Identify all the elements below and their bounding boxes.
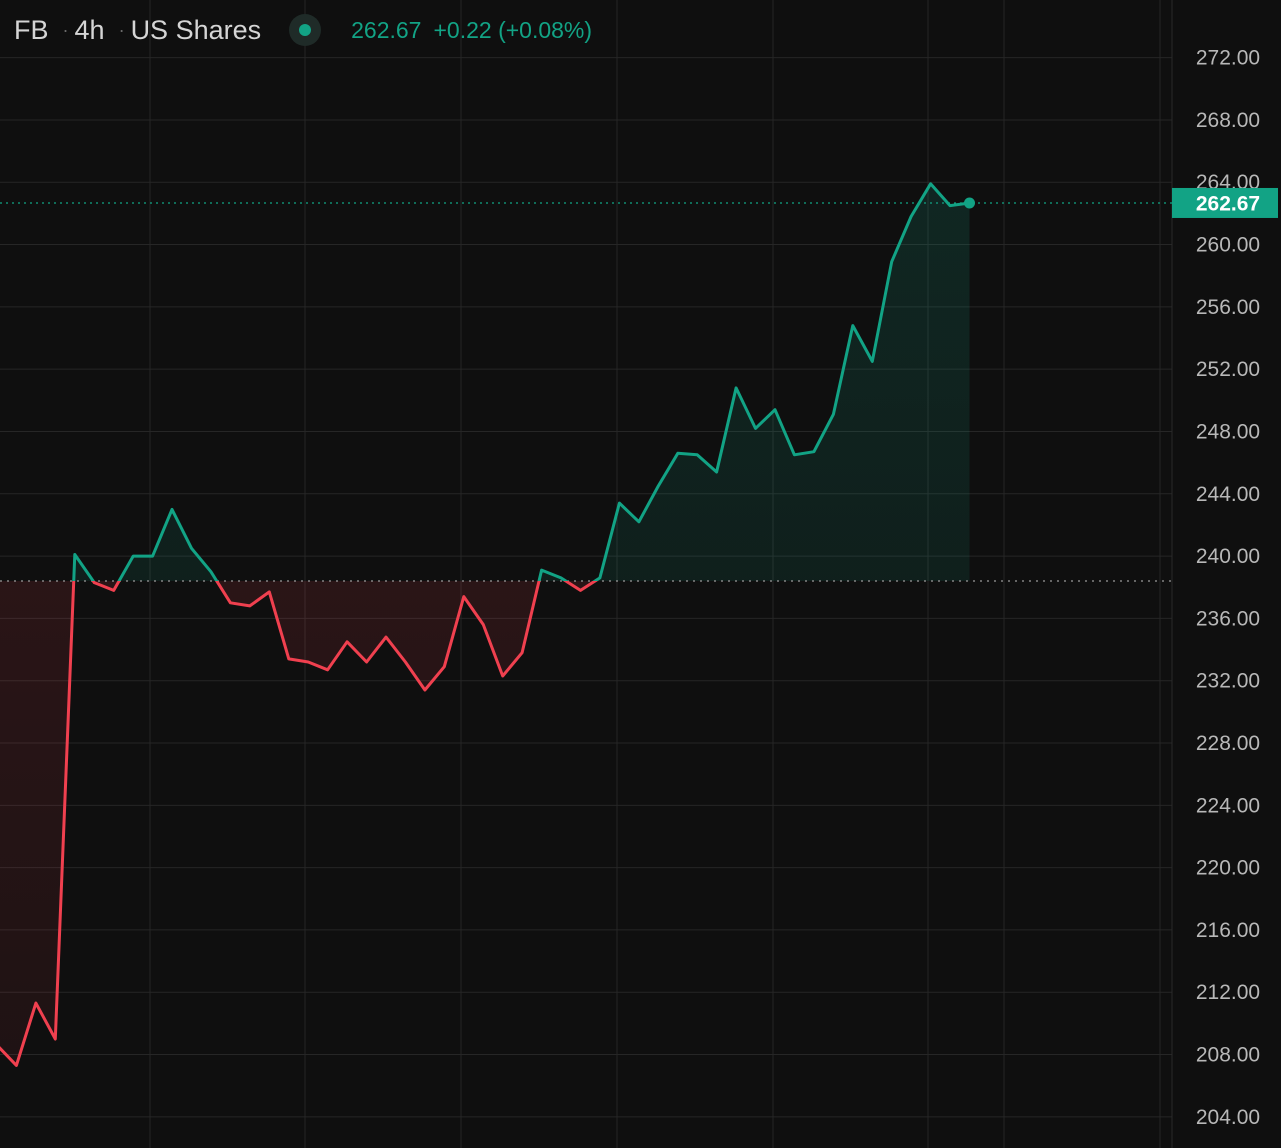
y-tick-label: 252.00: [1196, 358, 1260, 381]
symbol-label[interactable]: FB: [14, 14, 49, 45]
y-tick-label: 268.00: [1196, 109, 1260, 132]
price-change: +0.22 (+0.08%): [433, 16, 593, 43]
price-line: [0, 182, 1172, 1067]
symbol-legend: FB · 4h · US Shares 262.67 +0.22 (+0.08%…: [14, 10, 592, 50]
y-tick-label: 204.00: [1196, 1106, 1260, 1129]
market-status-icon: [289, 14, 322, 46]
y-tick-label: 236.00: [1196, 607, 1260, 630]
last-point-marker: [964, 197, 975, 209]
area-up: [0, 183, 970, 582]
y-tick-label: 216.00: [1196, 919, 1260, 942]
price-tag: [1172, 187, 1278, 218]
y-tick-label: 208.00: [1196, 1044, 1260, 1067]
y-tick-label: 244.00: [1196, 483, 1260, 506]
separator-dot: ·: [62, 19, 69, 40]
y-tick-label: 272.00: [1196, 47, 1260, 70]
price-tag-label: 262.67: [1196, 192, 1260, 215]
y-tick-label: 260.00: [1196, 234, 1260, 257]
y-tick-label: 220.00: [1196, 857, 1260, 880]
y-tick-label: 224.00: [1196, 794, 1260, 817]
y-tick-label: 240.00: [1196, 545, 1260, 568]
interval-label[interactable]: 4h: [74, 14, 105, 45]
price-axis[interactable]: 272.00268.00264.00260.00256.00252.00248.…: [1172, 47, 1278, 1129]
y-tick-label: 248.00: [1196, 420, 1260, 443]
y-tick-label: 256.00: [1196, 296, 1260, 319]
last-price: 262.67: [351, 16, 422, 43]
market-label: US Shares: [130, 14, 262, 45]
separator-dot: ·: [118, 19, 125, 40]
area-fill: [0, 183, 1172, 1066]
y-tick-label: 232.00: [1196, 670, 1260, 693]
y-tick-label: 228.00: [1196, 732, 1260, 755]
line-up: [72, 182, 970, 582]
y-tick-label: 212.00: [1196, 981, 1260, 1004]
area-down: [0, 581, 596, 1066]
line-down: [0, 581, 598, 1067]
grid-lines: [0, 0, 1173, 1148]
status-dot-icon: [299, 24, 312, 36]
